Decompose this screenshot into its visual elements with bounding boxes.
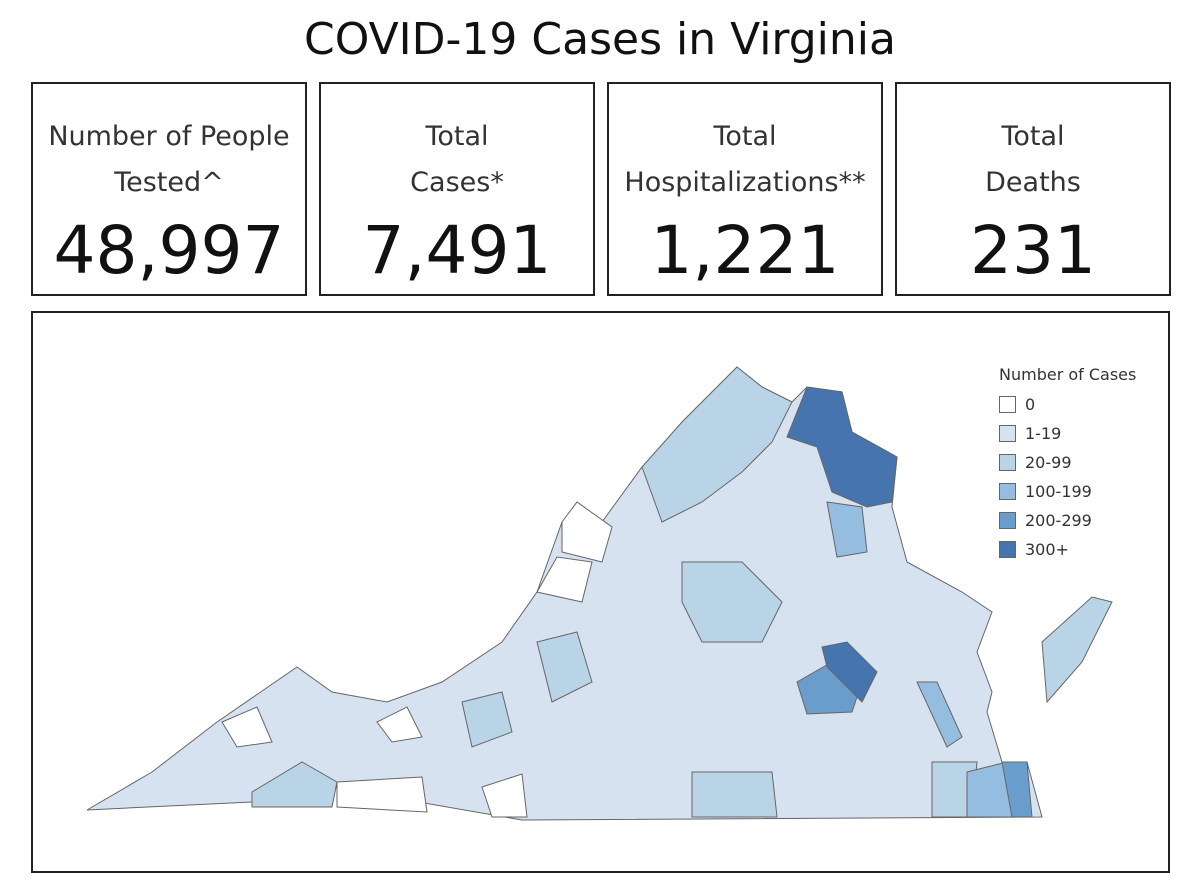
legend-swatch <box>999 425 1016 442</box>
region-zero[interactable] <box>221 706 273 748</box>
tested-card: Number of People Tested^ 48,997 <box>31 82 307 296</box>
cases-value: 7,491 <box>362 212 552 289</box>
legend-label: 200-299 <box>1025 511 1092 530</box>
region-20-99[interactable] <box>251 761 338 808</box>
region-zero[interactable] <box>561 501 613 563</box>
region-20-99[interactable] <box>1041 596 1113 704</box>
legend-item: 20-99 <box>999 448 1136 477</box>
hospitalizations-label: Total Hospitalizations** <box>624 121 866 198</box>
legend-item: 300+ <box>999 535 1136 564</box>
page-title: COVID-19 Cases in Virginia <box>304 14 896 65</box>
region-zero[interactable] <box>481 773 528 818</box>
region-300-plus[interactable] <box>786 386 898 508</box>
cases-label: Total Cases* <box>410 121 504 198</box>
legend-swatch <box>999 454 1016 471</box>
legend-label: 300+ <box>1025 540 1069 559</box>
legend-swatch <box>999 483 1016 500</box>
region-20-99[interactable] <box>536 631 593 703</box>
cases-card: Total Cases* 7,491 <box>319 82 595 296</box>
legend-swatch <box>999 396 1016 413</box>
region-zero[interactable] <box>376 706 423 743</box>
deaths-value: 231 <box>970 212 1096 289</box>
legend-item: 200-299 <box>999 506 1136 535</box>
legend-label: 100-199 <box>1025 482 1092 501</box>
region-100-199[interactable] <box>916 681 963 748</box>
region-zero[interactable] <box>536 556 593 603</box>
legend-swatch <box>999 541 1016 558</box>
region-20-99[interactable] <box>681 561 783 643</box>
region-300-plus[interactable] <box>821 641 878 703</box>
region-20-99[interactable] <box>461 691 513 748</box>
legend-label: 0 <box>1025 395 1036 414</box>
region-zero[interactable] <box>336 776 428 813</box>
legend-title: Number of Cases <box>999 365 1137 384</box>
region-200-299[interactable] <box>1001 761 1033 818</box>
legend: Number of Cases 0 1-19 20-99 100-199 200… <box>999 365 1136 564</box>
legend-item: 0 <box>999 390 1136 419</box>
legend-item: 1-19 <box>999 419 1136 448</box>
tested-label: Number of People Tested^ <box>48 121 290 198</box>
legend-item: 100-199 <box>999 477 1136 506</box>
legend-label: 1-19 <box>1025 424 1062 443</box>
hospitalizations-value: 1,221 <box>650 212 840 289</box>
deaths-label: Total Deaths <box>985 121 1081 198</box>
hospitalizations-card: Total Hospitalizations** 1,221 <box>607 82 883 296</box>
legend-label: 20-99 <box>1025 453 1072 472</box>
legend-swatch <box>999 512 1016 529</box>
tested-value: 48,997 <box>53 212 285 289</box>
region-20-99[interactable] <box>691 771 778 818</box>
deaths-card: Total Deaths 231 <box>895 82 1171 296</box>
region-20-99[interactable] <box>641 366 793 523</box>
virginia-county-map[interactable] <box>33 313 1168 871</box>
county-map-panel: Number of Cases 0 1-19 20-99 100-199 200… <box>31 311 1170 873</box>
region-100-199[interactable] <box>826 501 868 558</box>
